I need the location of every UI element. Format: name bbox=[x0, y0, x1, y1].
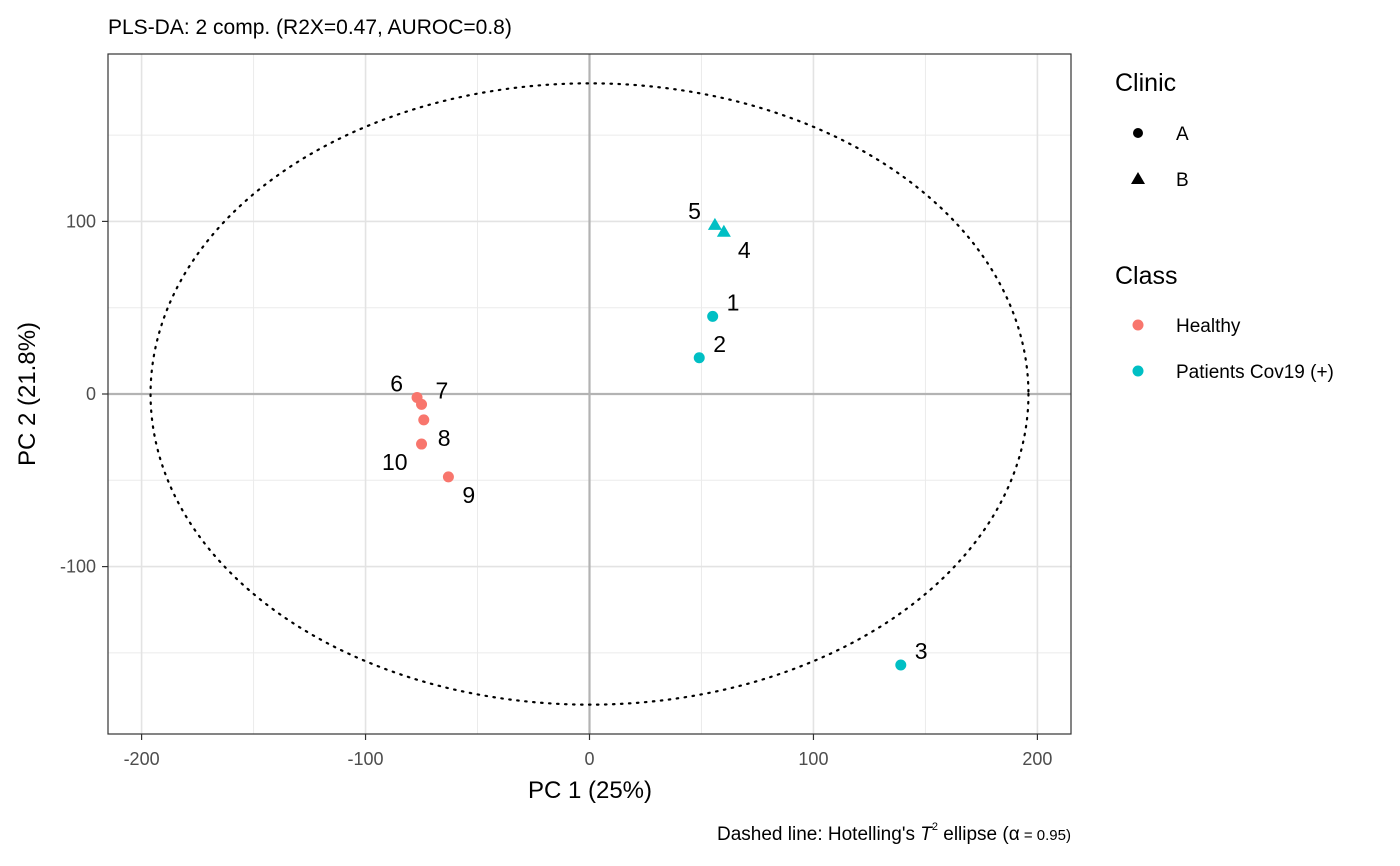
x-tick-label: -100 bbox=[348, 749, 384, 769]
legend-clinic: Clinic A B bbox=[1115, 69, 1189, 191]
legend-clinic-title: Clinic bbox=[1115, 69, 1176, 97]
x-axis: -200 -100 0 100 200 bbox=[124, 734, 1052, 769]
data-point-10 bbox=[416, 438, 428, 450]
legend-triangle-key bbox=[1131, 172, 1145, 184]
point-label-4: 4 bbox=[738, 237, 751, 263]
point-label-5: 5 bbox=[688, 198, 701, 224]
plot-panel: 12 3 4 5 6 7 8 9 10 bbox=[107, 53, 1072, 735]
caption-prefix: Dashed line: Hotelling's bbox=[717, 824, 920, 845]
data-point-2 bbox=[693, 352, 705, 364]
legend-item-a: A bbox=[1176, 124, 1189, 145]
x-tick-label: 200 bbox=[1022, 749, 1052, 769]
y-axis: -100 0 100 bbox=[60, 211, 108, 577]
hotelling-ellipse bbox=[149, 82, 1030, 706]
point-label-7: 7 bbox=[436, 377, 449, 403]
legend-item-patients: Patients Cov19 (+) bbox=[1176, 362, 1334, 383]
y-tick-label: 100 bbox=[66, 211, 96, 231]
data-point-9 bbox=[442, 471, 454, 483]
x-axis-title: PC 1 (25%) bbox=[528, 777, 652, 804]
legend-healthy-key bbox=[1132, 319, 1144, 331]
y-tick-label: 0 bbox=[86, 384, 96, 404]
data-point-8 bbox=[418, 414, 430, 426]
point-label-1: 1 bbox=[727, 289, 740, 315]
data-point-4 bbox=[716, 224, 731, 237]
data-point-3 bbox=[895, 659, 907, 671]
data-point-5 bbox=[707, 217, 722, 230]
y-tick-label: -100 bbox=[60, 557, 96, 577]
x-tick-label: 0 bbox=[584, 749, 594, 769]
point-label-3: 3 bbox=[915, 638, 928, 664]
chart-caption: Dashed line: Hotelling's T2 ellipse (α =… bbox=[717, 821, 1071, 845]
caption-t: T bbox=[920, 824, 933, 845]
x-tick-label: 100 bbox=[798, 749, 828, 769]
point-label-2: 2 bbox=[713, 331, 726, 357]
point-label-9: 9 bbox=[462, 482, 475, 508]
caption-alpha: α bbox=[1009, 824, 1020, 845]
point-label-6: 6 bbox=[390, 370, 403, 396]
x-tick-label: -200 bbox=[124, 749, 160, 769]
caption-suffix: = 0.95) bbox=[1020, 827, 1071, 844]
data-point-1 bbox=[707, 310, 719, 322]
point-labels: 12 3 4 5 6 7 8 9 10 bbox=[382, 198, 928, 664]
chart-title: PLS-DA: 2 comp. (R2X=0.47, AUROC=0.8) bbox=[108, 16, 512, 39]
point-label-8: 8 bbox=[438, 425, 451, 451]
y-axis-title: PC 2 (21.8%) bbox=[14, 322, 41, 466]
legend-class-title: Class bbox=[1115, 262, 1178, 290]
legend-circle-key bbox=[1133, 128, 1143, 138]
zero-reference-lines bbox=[108, 54, 1071, 734]
data-point-7 bbox=[416, 398, 428, 410]
caption-superscript: 2 bbox=[932, 821, 938, 833]
legend-patients-key bbox=[1132, 365, 1144, 377]
point-label-10: 10 bbox=[382, 449, 408, 475]
data-points bbox=[411, 217, 907, 671]
legend-class: Class Healthy Patients Cov19 (+) bbox=[1115, 262, 1334, 383]
caption-middle: ellipse ( bbox=[938, 824, 1009, 845]
legend-item-healthy: Healthy bbox=[1176, 316, 1241, 337]
legend-item-b: B bbox=[1176, 170, 1189, 191]
